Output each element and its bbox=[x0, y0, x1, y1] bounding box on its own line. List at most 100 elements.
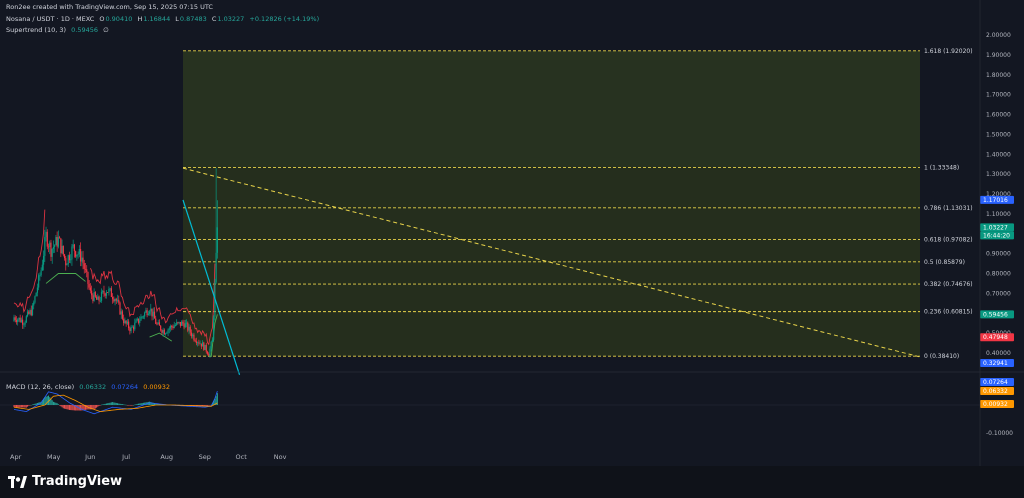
macd-legend[interactable]: MACD (12, 26, close) 0.06332 0.07264 0.0… bbox=[6, 383, 173, 392]
x-tick-label: Jun bbox=[84, 453, 95, 461]
candle-body bbox=[23, 324, 25, 326]
high-label: H bbox=[137, 15, 143, 23]
supertrend-legend[interactable]: Supertrend (10, 3) 0.59456 ∅ bbox=[6, 26, 112, 35]
fib-level-label: 0.236 (0.60815) bbox=[924, 309, 973, 316]
macd-histogram-bar bbox=[126, 405, 128, 406]
candle-body bbox=[166, 332, 168, 334]
macd-histogram-bar bbox=[28, 405, 30, 406]
macd-histogram-bar bbox=[209, 405, 211, 406]
macd-histogram-bar bbox=[103, 404, 105, 405]
macd-histogram-bar bbox=[210, 404, 212, 406]
candle-body bbox=[78, 248, 80, 255]
candle-body bbox=[139, 320, 141, 323]
macd-histogram-bar bbox=[112, 402, 114, 405]
candle-body bbox=[192, 334, 194, 337]
candle-body bbox=[206, 351, 209, 354]
macd-histogram-bar bbox=[20, 405, 22, 408]
supertrend-up-line bbox=[45, 273, 86, 284]
tradingview-logo[interactable]: TradingView bbox=[8, 474, 122, 489]
candle-body bbox=[31, 305, 34, 316]
macd-histogram-bar bbox=[51, 400, 53, 405]
symbol-name[interactable]: Nosana / USDT · 1D · MEXC bbox=[6, 15, 95, 23]
macd-histogram-bar bbox=[102, 404, 104, 405]
macd-histogram-bar bbox=[24, 405, 26, 408]
candle-body bbox=[153, 311, 156, 319]
macd-histogram-bar bbox=[120, 403, 122, 405]
macd-price-tag-text: 0.07264 bbox=[983, 379, 1008, 386]
candle-body bbox=[184, 323, 186, 328]
candle-body bbox=[83, 263, 85, 269]
supertrend-down-line bbox=[90, 263, 216, 346]
symbol-legend: Nosana / USDT · 1D · MEXC O0.90410 H1.16… bbox=[6, 15, 322, 24]
candle-body bbox=[52, 246, 55, 249]
candle-body bbox=[204, 344, 206, 350]
candle-body bbox=[155, 318, 157, 324]
candle-body bbox=[169, 325, 172, 329]
macd-histogram-bar bbox=[136, 403, 138, 405]
macd-histogram-bar bbox=[27, 405, 29, 407]
candle-body bbox=[200, 343, 202, 347]
candle-body bbox=[132, 326, 135, 330]
y-tick-label: 0.40000 bbox=[986, 350, 1011, 357]
candle-body bbox=[93, 292, 95, 301]
candle-body bbox=[160, 325, 162, 331]
macd-histogram-bar bbox=[61, 405, 63, 408]
candle-body bbox=[168, 328, 170, 330]
macd-histogram-bar bbox=[140, 403, 142, 405]
macd-histogram-bar bbox=[199, 405, 201, 406]
candle-body bbox=[135, 320, 137, 323]
candle-body bbox=[126, 321, 128, 324]
macd-histogram-bar bbox=[35, 403, 37, 405]
candle-body bbox=[146, 310, 148, 316]
macd-histogram-bar bbox=[215, 396, 217, 405]
macd-histogram-bar bbox=[46, 396, 48, 405]
candle-body bbox=[81, 257, 83, 262]
candle-body bbox=[100, 291, 103, 301]
macd-histogram-bar bbox=[149, 401, 151, 405]
candle-body bbox=[54, 245, 56, 247]
macd-histogram-bar bbox=[123, 404, 125, 405]
macd-histogram-bar bbox=[144, 402, 146, 405]
candle-body bbox=[185, 322, 188, 324]
candle-body bbox=[66, 264, 68, 266]
macd-histogram-bar bbox=[214, 399, 216, 405]
descending-trendline bbox=[182, 199, 241, 376]
low-value: 0.87483 bbox=[179, 15, 207, 23]
macd-histogram-bar bbox=[151, 402, 153, 405]
macd-histogram-bar bbox=[40, 401, 42, 405]
candle-body bbox=[73, 244, 75, 252]
candle-body bbox=[189, 326, 191, 333]
candle-body bbox=[63, 254, 66, 259]
supertrend-up-line bbox=[210, 314, 218, 358]
macd-histogram-bar bbox=[145, 402, 147, 405]
price-tag bbox=[980, 333, 1014, 342]
candle-body bbox=[145, 310, 147, 313]
candle-body bbox=[171, 325, 173, 327]
macd-histogram-bar bbox=[93, 405, 95, 410]
candle-body bbox=[194, 340, 196, 342]
y-tick-label: 1.40000 bbox=[986, 151, 1011, 158]
candle-body bbox=[188, 326, 190, 331]
macd-price-tag bbox=[980, 378, 1014, 386]
candle-body bbox=[118, 299, 120, 303]
macd-value-2: 0.07264 bbox=[111, 383, 139, 391]
macd-histogram-bar bbox=[82, 405, 84, 411]
x-tick-label: Jul bbox=[121, 453, 130, 461]
candle-body bbox=[130, 327, 132, 332]
price-tag-text: 1.03227 bbox=[983, 224, 1008, 231]
candle-body bbox=[163, 329, 165, 335]
price-chart[interactable]: 1.618 (1.92020) 1 (1.33348) 0.786 (1.13031… bbox=[0, 0, 1024, 466]
macd-histogram-bar bbox=[113, 402, 115, 405]
candle-body bbox=[129, 328, 131, 332]
x-tick-label: Apr bbox=[10, 453, 22, 461]
y-tick-label: 1.60000 bbox=[986, 112, 1011, 119]
macd-histogram-bar bbox=[48, 395, 50, 405]
macd-histogram-bar bbox=[133, 405, 135, 406]
candle-body bbox=[49, 242, 51, 248]
candle-body bbox=[112, 297, 114, 300]
footer-bar bbox=[0, 466, 1024, 498]
macd-histogram-bar bbox=[43, 398, 45, 405]
y-tick-label: 1.50000 bbox=[986, 131, 1011, 138]
candle-body bbox=[120, 311, 122, 315]
candle-body bbox=[164, 333, 167, 335]
